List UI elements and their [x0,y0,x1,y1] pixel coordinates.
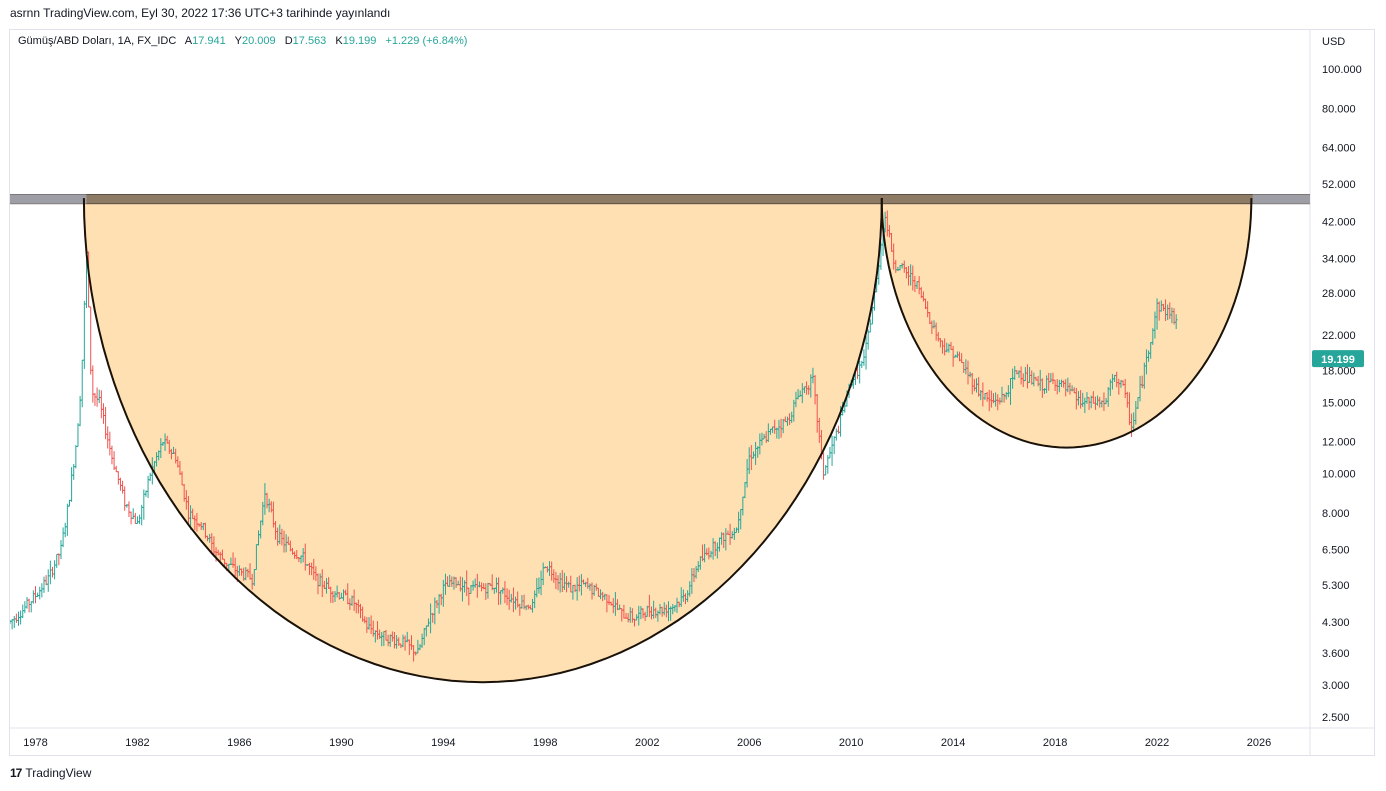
footer: 17 TradingView [10,766,91,780]
low-value: 17.563 [292,35,327,47]
x-tick-label: 1990 [329,737,353,749]
y-tick-label: 8.000 [1322,508,1350,520]
x-tick-label: 2022 [1145,737,1169,749]
open-value: 17.941 [192,35,226,47]
y-tick-label: 2.500 [1322,712,1350,724]
x-axis-ticks: 1978 1982 1986 1990 1994 1998 2002 2006 2010 2014… [23,737,1271,749]
high-value: 20.009 [241,35,276,47]
cup-arc [82,198,883,684]
x-tick-label: 2014 [941,737,965,749]
pattern-lines [82,198,1253,684]
high-label: Y [234,35,242,47]
close-label: K [335,35,343,47]
cup-fill [83,198,882,683]
x-tick-label: 1994 [431,737,455,749]
resistance-band-right [1252,194,1310,204]
y-tick-label: 100.000 [1322,64,1362,76]
y-tick-label: 3.000 [1322,680,1350,692]
handle-fill [881,198,1252,448]
y-tick-label: 3.600 [1322,648,1350,660]
last-price-badge-bg [1312,350,1364,368]
price-bars [10,210,1178,662]
y-tick-label: 6.500 [1322,544,1350,556]
y-tick-label: 18.000 [1322,365,1356,377]
y-tick-label: 4.300 [1322,617,1350,629]
handle-arc [880,198,1253,449]
x-tick-label: 1978 [23,737,47,749]
last-price-value: 19.199 [1321,354,1355,366]
x-tick-label: 2018 [1043,737,1067,749]
x-tick-label: 2006 [737,737,761,749]
y-tick-label: 64.000 [1322,143,1356,155]
low-label: D [284,35,293,47]
x-tick-label: 1998 [533,737,557,749]
y-tick-label: 12.000 [1322,437,1356,449]
y-tick-label: 28.000 [1322,288,1356,300]
x-tick-label: 2002 [635,737,659,749]
y-tick-label: 15.000 [1322,397,1356,409]
symbol-legend: Gümüş/ABD Doları, 1A, FX_IDC A17.941 Y20… [18,35,467,47]
symbol-name[interactable]: Gümüş/ABD Doları, 1A, FX_IDC [18,35,177,47]
y-tick-label: 10.000 [1322,469,1356,481]
change-value: +1.229 (+6.84%) [385,35,468,47]
y-tick-label: 80.000 [1322,103,1356,115]
x-tick-label: 2026 [1247,737,1271,749]
footer-brand[interactable]: TradingView [25,766,92,780]
close-value: 19.199 [342,35,377,47]
y-tick-label: 22.000 [1322,330,1356,342]
y-axis-ticks: 100.000 80.000 64.000 52.000 42.000 34.000 28.… [1322,64,1362,724]
last-price-badge: 19.199 [1312,350,1364,368]
y-tick-label: 52.000 [1322,179,1356,191]
y-axis-label: USD [1322,36,1345,48]
chart-frame [9,29,1375,756]
y-tick-label: 34.000 [1322,254,1356,266]
y-tick-label: 5.300 [1322,580,1350,592]
resistance-band [10,193,1310,205]
x-tick-label: 1986 [227,737,251,749]
resistance-band-left [10,194,87,204]
open-label: A [184,35,193,47]
x-tick-label: 2010 [839,737,863,749]
y-tick-label: 42.000 [1322,217,1356,229]
published-line: asrnn TradingView.com, Eyl 30, 2022 17:3… [10,6,391,20]
tradingview-logo-icon[interactable]: 17 [10,766,22,780]
x-tick-label: 1982 [125,737,149,749]
